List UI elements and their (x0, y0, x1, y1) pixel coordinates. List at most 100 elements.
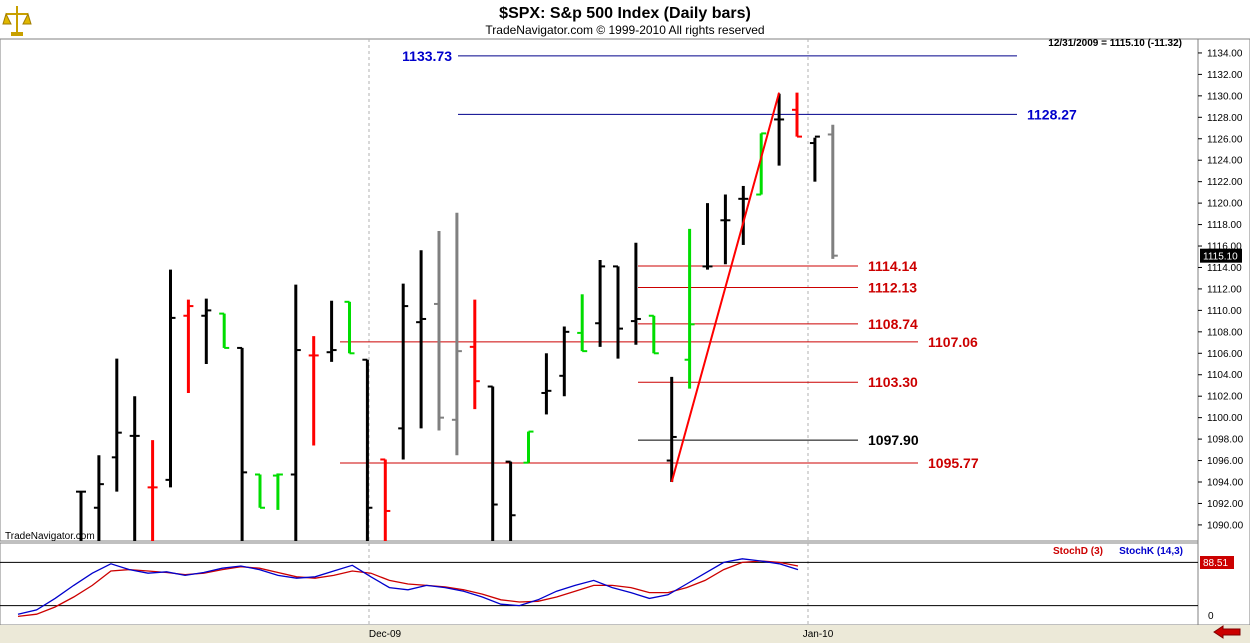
y-tick-label: 1106.00 (1207, 349, 1243, 360)
trendline-segment (670, 92, 781, 483)
ohlc-bar (344, 300, 355, 355)
copyright-text: TradeNavigator.com © 1999-2010 All right… (485, 23, 764, 37)
ohlc-bar (595, 259, 606, 347)
y-tick-label: 1098.00 (1207, 435, 1244, 446)
ohlc-bar (827, 124, 838, 259)
ohlc-bar (362, 358, 373, 541)
ohlc-bar (738, 185, 749, 245)
y-tick-label: 1096.00 (1207, 456, 1244, 467)
y-tick-label: 1128.00 (1207, 113, 1243, 124)
y-tick-label: 1090.00 (1207, 520, 1244, 531)
ohlc-bar (451, 212, 462, 456)
ohlc-bar (380, 458, 391, 541)
ohlc-bar (505, 460, 516, 541)
ohlc-bar (792, 92, 802, 138)
ohlc-bar (255, 473, 265, 509)
ohlc-bar (720, 194, 731, 265)
price-levels: 1133.73 1128.27 1114.14 1112.13 1108.74 1107.… (340, 48, 1077, 471)
ohlc-bar (165, 269, 176, 488)
ohlc-bar (666, 376, 677, 483)
ohlc-bar (290, 284, 301, 541)
level-label: 1097.90 (868, 432, 919, 448)
ohlc-bar (308, 336, 319, 446)
level-label: 1114.14 (868, 258, 917, 274)
stoch-d-line (17, 560, 799, 618)
ohlc-bar (487, 385, 498, 541)
ohlc-bar (434, 231, 444, 431)
trendline (670, 92, 781, 483)
y-tick-label: 1104.00 (1207, 370, 1243, 381)
level-label: 1107.06 (928, 334, 978, 350)
last-price-marker: 1115.10 (1200, 248, 1242, 263)
last-price-box (1200, 248, 1242, 263)
scroll-left-arrow-icon[interactable] (1213, 625, 1241, 639)
ohlc-bar (237, 346, 248, 541)
y-tick-label: 1100.00 (1207, 413, 1243, 424)
ohlc-bar (541, 353, 552, 415)
y-tick-label: 1110.00 (1207, 306, 1242, 317)
level-label: 1103.30 (868, 374, 918, 390)
x-tick-label: Dec-09 (369, 629, 402, 640)
stoch-value-label: 88.51 (1203, 558, 1228, 569)
stoch-panel (0, 542, 1199, 626)
level-label: 1128.27 (1027, 106, 1077, 122)
ohlc-bar (398, 283, 409, 460)
price-axis (1197, 38, 1250, 626)
x-tick-label: Jan-10 (803, 629, 834, 640)
ohlc-bar (613, 265, 623, 359)
ohlc-bar (76, 490, 86, 541)
ohlc-bar (559, 326, 570, 397)
level-label: 1095.77 (928, 455, 979, 471)
y-tick-label: 1114.00 (1207, 263, 1242, 274)
ohlc-bar (684, 228, 695, 389)
stoch-value-box (1200, 556, 1234, 569)
ohlc-bar (272, 473, 283, 510)
ohlc-bar (469, 299, 480, 410)
ohlc-bar (648, 314, 659, 355)
y-tick-label: 1130.00 (1207, 91, 1243, 102)
y-tick-label: 1126.00 (1207, 134, 1243, 145)
y-tick-label: 1112.00 (1207, 284, 1242, 295)
stoch-lines (0, 558, 1198, 618)
last-bar-info: 12/31/2009 = 1115.10 (-11.32) (1048, 38, 1182, 49)
y-tick-label: 1134.00 (1207, 48, 1243, 59)
stoch-d-label: StochD (3) (1053, 546, 1103, 557)
ohlc-bar (326, 300, 337, 362)
y-tick-label: 1092.00 (1207, 499, 1244, 510)
ohlc-bar (416, 250, 427, 429)
y-tick-label: 1120.00 (1207, 199, 1243, 210)
trade-navigator-logo-icon[interactable] (2, 2, 32, 36)
ohlc-bar (111, 358, 122, 492)
vertical-gridlines (368, 39, 809, 625)
y-tick-label: 1094.00 (1207, 478, 1244, 489)
ohlc-bar (756, 132, 767, 196)
ohlc-bar (630, 242, 641, 345)
ohlc-bar (201, 298, 212, 365)
y-tick-label: 1118.00 (1207, 220, 1242, 231)
ohlc-bar (219, 312, 230, 349)
last-price-label: 1115.10 (1203, 252, 1238, 263)
y-tick-label: 1108.00 (1207, 327, 1243, 338)
ohlc-bar (183, 299, 194, 393)
ohlc-bar (129, 396, 140, 541)
ohlc-bar (774, 93, 785, 166)
stoch-zero-label: 0 (1208, 611, 1214, 622)
y-tick-label: 1124.00 (1207, 156, 1243, 167)
y-tick-label: 1132.00 (1207, 70, 1243, 81)
y-tick-label: 1116.00 (1207, 242, 1242, 253)
ohlc-bar (702, 203, 713, 270)
ohlc-bar (93, 455, 104, 541)
price-bars (76, 92, 838, 541)
level-label: 1133.73 (402, 48, 452, 64)
y-axis-ticks: 1090.00 1092.00 1094.00 1096.00 1098.00 1100.… (1198, 48, 1244, 531)
chart-title: $SPX: S&p 500 Index (Daily bars) (499, 5, 751, 22)
y-tick-label: 1102.00 (1207, 392, 1243, 403)
time-axis (0, 625, 1250, 643)
ohlc-bar (809, 135, 820, 182)
level-label: 1112.13 (868, 280, 917, 296)
ohlc-bar (523, 430, 534, 464)
ohlc-bar (147, 440, 158, 541)
stoch-k-line (17, 558, 799, 615)
stoch-k-label: StochK (14,3) (1119, 546, 1183, 557)
